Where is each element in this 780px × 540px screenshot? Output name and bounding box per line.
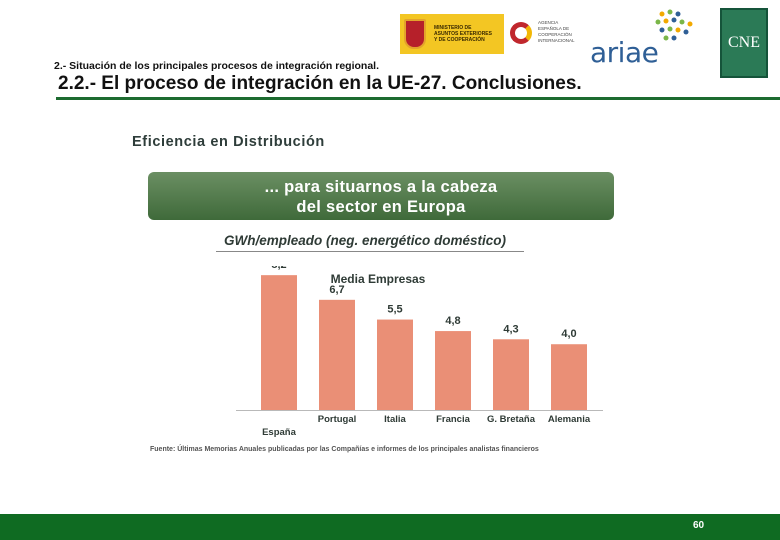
ministerio-logo-text: MINISTERIO DE ASUNTOS EXTERIORES Y DE CO… xyxy=(434,25,492,43)
cne-logo-text: CNE xyxy=(728,34,760,51)
bar-2 xyxy=(377,319,413,410)
cooperacion-logo-text: AGENCIA ESPAÑOLA DE COOPERACIÓN INTERNAC… xyxy=(538,20,575,43)
value-label-4: 4,3 xyxy=(503,323,518,335)
value-label-2: 5,5 xyxy=(387,304,402,316)
cne-logo: CNE xyxy=(720,8,768,78)
header-logos: MINISTERIO DE ASUNTOS EXTERIORES Y DE CO… xyxy=(398,8,778,78)
ariae-dots-icon xyxy=(655,9,693,41)
ariae-logo-text: ariae xyxy=(590,36,659,69)
bar-0 xyxy=(261,275,297,410)
subheading-divider xyxy=(216,251,524,252)
value-label-5: 4,0 xyxy=(561,328,576,340)
category-label-0: España xyxy=(262,427,297,438)
figure-heading: Eficiencia en Distribución xyxy=(132,134,325,150)
footer-bar: 60 xyxy=(0,514,780,540)
value-label-3: 4,8 xyxy=(445,315,460,327)
coat-of-arms-icon xyxy=(404,19,426,49)
source-note: Fuente: Últimas Memorias Anuales publica… xyxy=(150,446,539,453)
bar-3 xyxy=(435,331,471,410)
chart-title: Media Empresas xyxy=(331,272,426,286)
section-label: 2.- Situación de los principales proceso… xyxy=(54,60,379,72)
banner: ... para situarnos a la cabeza del secto… xyxy=(148,172,614,220)
banner-line-1: ... para situarnos a la cabeza xyxy=(264,178,498,196)
page-number: 60 xyxy=(693,520,705,531)
value-label-0: 8,2 xyxy=(271,266,286,271)
bar-1 xyxy=(319,299,355,410)
title-divider xyxy=(56,97,780,100)
cooperacion-logo: AGENCIA ESPAÑOLA DE COOPERACIÓN INTERNAC… xyxy=(510,16,580,52)
bar-chart: Media Empresas 8,2 España 6,7 Portugal 5,5 Ita… xyxy=(236,266,603,438)
category-label-4: G. Bretaña xyxy=(487,414,536,425)
ariae-logo: ariae xyxy=(590,8,700,70)
efficiency-figure: Eficiencia en Distribución ... para situ… xyxy=(118,118,638,468)
chart-subheading: GWh/empleado (neg. energético doméstico) xyxy=(224,233,507,248)
category-label-5: Alemania xyxy=(548,414,591,425)
ministerio-logo: MINISTERIO DE ASUNTOS EXTERIORES Y DE CO… xyxy=(400,14,504,54)
bar-5 xyxy=(551,344,587,410)
slide-title: 2.2.- El proceso de integración en la UE… xyxy=(58,73,582,94)
bar-4 xyxy=(493,339,529,410)
category-label-1: Portugal xyxy=(318,414,357,425)
cooperacion-ring-icon xyxy=(510,22,532,44)
category-label-3: Francia xyxy=(436,414,471,425)
value-label-1: 6,7 xyxy=(329,284,344,296)
category-label-2: Italia xyxy=(384,414,406,425)
banner-line-2: del sector en Europa xyxy=(296,198,466,216)
